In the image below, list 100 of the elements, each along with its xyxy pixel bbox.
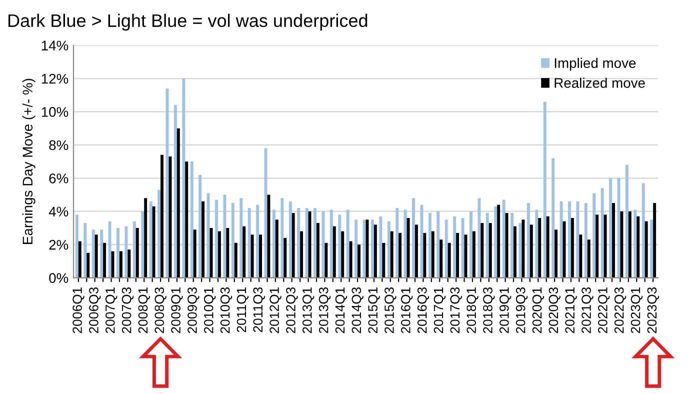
bar bbox=[600, 188, 604, 278]
bar bbox=[584, 203, 588, 278]
x-tick-label: 2009Q3 bbox=[188, 287, 200, 334]
y-tick-label: 6% bbox=[49, 173, 68, 184]
bar bbox=[288, 201, 292, 278]
bar bbox=[259, 234, 262, 278]
x-tick-label: 2006Q1 bbox=[72, 287, 84, 334]
bar bbox=[272, 210, 276, 278]
bar bbox=[86, 252, 90, 278]
x-tick-label: 2006Q3 bbox=[89, 287, 101, 334]
bar bbox=[100, 230, 104, 278]
bar bbox=[206, 193, 210, 278]
bar bbox=[514, 226, 516, 278]
bar bbox=[431, 231, 434, 278]
bar bbox=[248, 208, 251, 278]
x-tick-label: 2011Q3 bbox=[253, 287, 265, 332]
bar bbox=[223, 194, 226, 278]
bar bbox=[554, 230, 558, 278]
bar bbox=[398, 232, 402, 278]
bar bbox=[650, 220, 654, 278]
bar bbox=[158, 190, 161, 278]
bar bbox=[330, 210, 333, 278]
x-tick-label: 2022Q1 bbox=[598, 287, 610, 334]
bar bbox=[609, 178, 612, 278]
bar bbox=[346, 210, 350, 278]
bar bbox=[92, 230, 95, 278]
x-tick-label: 2019Q3 bbox=[516, 287, 528, 334]
x-tick-label: 2010Q1 bbox=[204, 287, 216, 334]
bar bbox=[538, 218, 542, 278]
bar bbox=[448, 242, 451, 278]
x-tick-label: 2007Q3 bbox=[122, 287, 134, 334]
bar bbox=[185, 162, 188, 278]
bar bbox=[412, 198, 416, 278]
x-tick-label: 2013Q1 bbox=[302, 287, 314, 334]
bar bbox=[124, 226, 128, 278]
x-tick-label: 2020Q3 bbox=[548, 287, 560, 334]
bar bbox=[144, 198, 148, 278]
bar bbox=[423, 232, 426, 278]
bar bbox=[505, 213, 508, 278]
x-tick-label: 2017Q1 bbox=[434, 287, 446, 334]
x-tick-label: 2008Q3 bbox=[154, 287, 166, 334]
bar bbox=[494, 206, 498, 278]
x-tick-label: 2022Q3 bbox=[614, 287, 626, 334]
bar bbox=[193, 230, 196, 278]
bar bbox=[322, 211, 325, 278]
bar bbox=[84, 222, 87, 278]
bar bbox=[358, 244, 360, 278]
bar bbox=[612, 203, 615, 278]
bar bbox=[568, 201, 571, 278]
bar bbox=[530, 224, 533, 278]
y-tick-label: 0% bbox=[49, 273, 68, 283]
x-tick-label: 2011Q1 bbox=[236, 287, 249, 332]
bar bbox=[543, 102, 546, 278]
bar bbox=[366, 220, 369, 278]
bar bbox=[440, 240, 443, 278]
bar bbox=[119, 251, 122, 278]
bar bbox=[510, 213, 514, 278]
bar bbox=[653, 203, 656, 278]
bar bbox=[576, 201, 580, 278]
bar bbox=[480, 222, 484, 278]
bar bbox=[234, 242, 238, 278]
y-tick-label: 4% bbox=[48, 206, 68, 216]
bar bbox=[132, 221, 136, 278]
x-tick-label: 2018Q3 bbox=[483, 287, 495, 334]
bar bbox=[374, 224, 377, 278]
x-tick-label: 2014Q1 bbox=[335, 287, 348, 334]
bar bbox=[444, 220, 448, 278]
bar bbox=[592, 193, 596, 278]
bar bbox=[522, 220, 525, 278]
legend-label: Realized move bbox=[554, 78, 645, 88]
bar bbox=[428, 213, 432, 278]
bar bbox=[488, 222, 492, 278]
x-tick-label: 2010Q3 bbox=[220, 287, 232, 334]
bar bbox=[332, 226, 336, 278]
x-tick-label: 2012Q3 bbox=[286, 287, 298, 334]
x-tick-label: 2007Q1 bbox=[105, 287, 118, 334]
bar bbox=[284, 238, 287, 278]
bar bbox=[387, 221, 390, 278]
x-tick-label: 2019Q1 bbox=[500, 287, 512, 334]
bar bbox=[297, 208, 300, 278]
bar bbox=[570, 218, 574, 278]
bar bbox=[300, 231, 304, 278]
bar bbox=[128, 250, 131, 278]
y-tick-label: 12% bbox=[42, 74, 68, 84]
bar bbox=[472, 231, 476, 278]
x-tick-label: 2015Q3 bbox=[384, 287, 396, 334]
legend-label: Implied move bbox=[554, 58, 636, 71]
bar bbox=[478, 198, 481, 278]
x-tick-label: 2009Q1 bbox=[171, 287, 183, 334]
bar bbox=[470, 211, 472, 278]
bar bbox=[182, 78, 186, 278]
x-tick-label: 2021Q3 bbox=[582, 287, 594, 334]
bar bbox=[256, 204, 260, 278]
bar bbox=[546, 216, 550, 278]
y-tick-label: 10% bbox=[42, 107, 68, 117]
x-tick-label: 2020Q1 bbox=[532, 287, 544, 334]
bar bbox=[198, 174, 202, 278]
bar bbox=[338, 214, 342, 278]
bar bbox=[168, 156, 172, 278]
bar bbox=[396, 208, 399, 278]
